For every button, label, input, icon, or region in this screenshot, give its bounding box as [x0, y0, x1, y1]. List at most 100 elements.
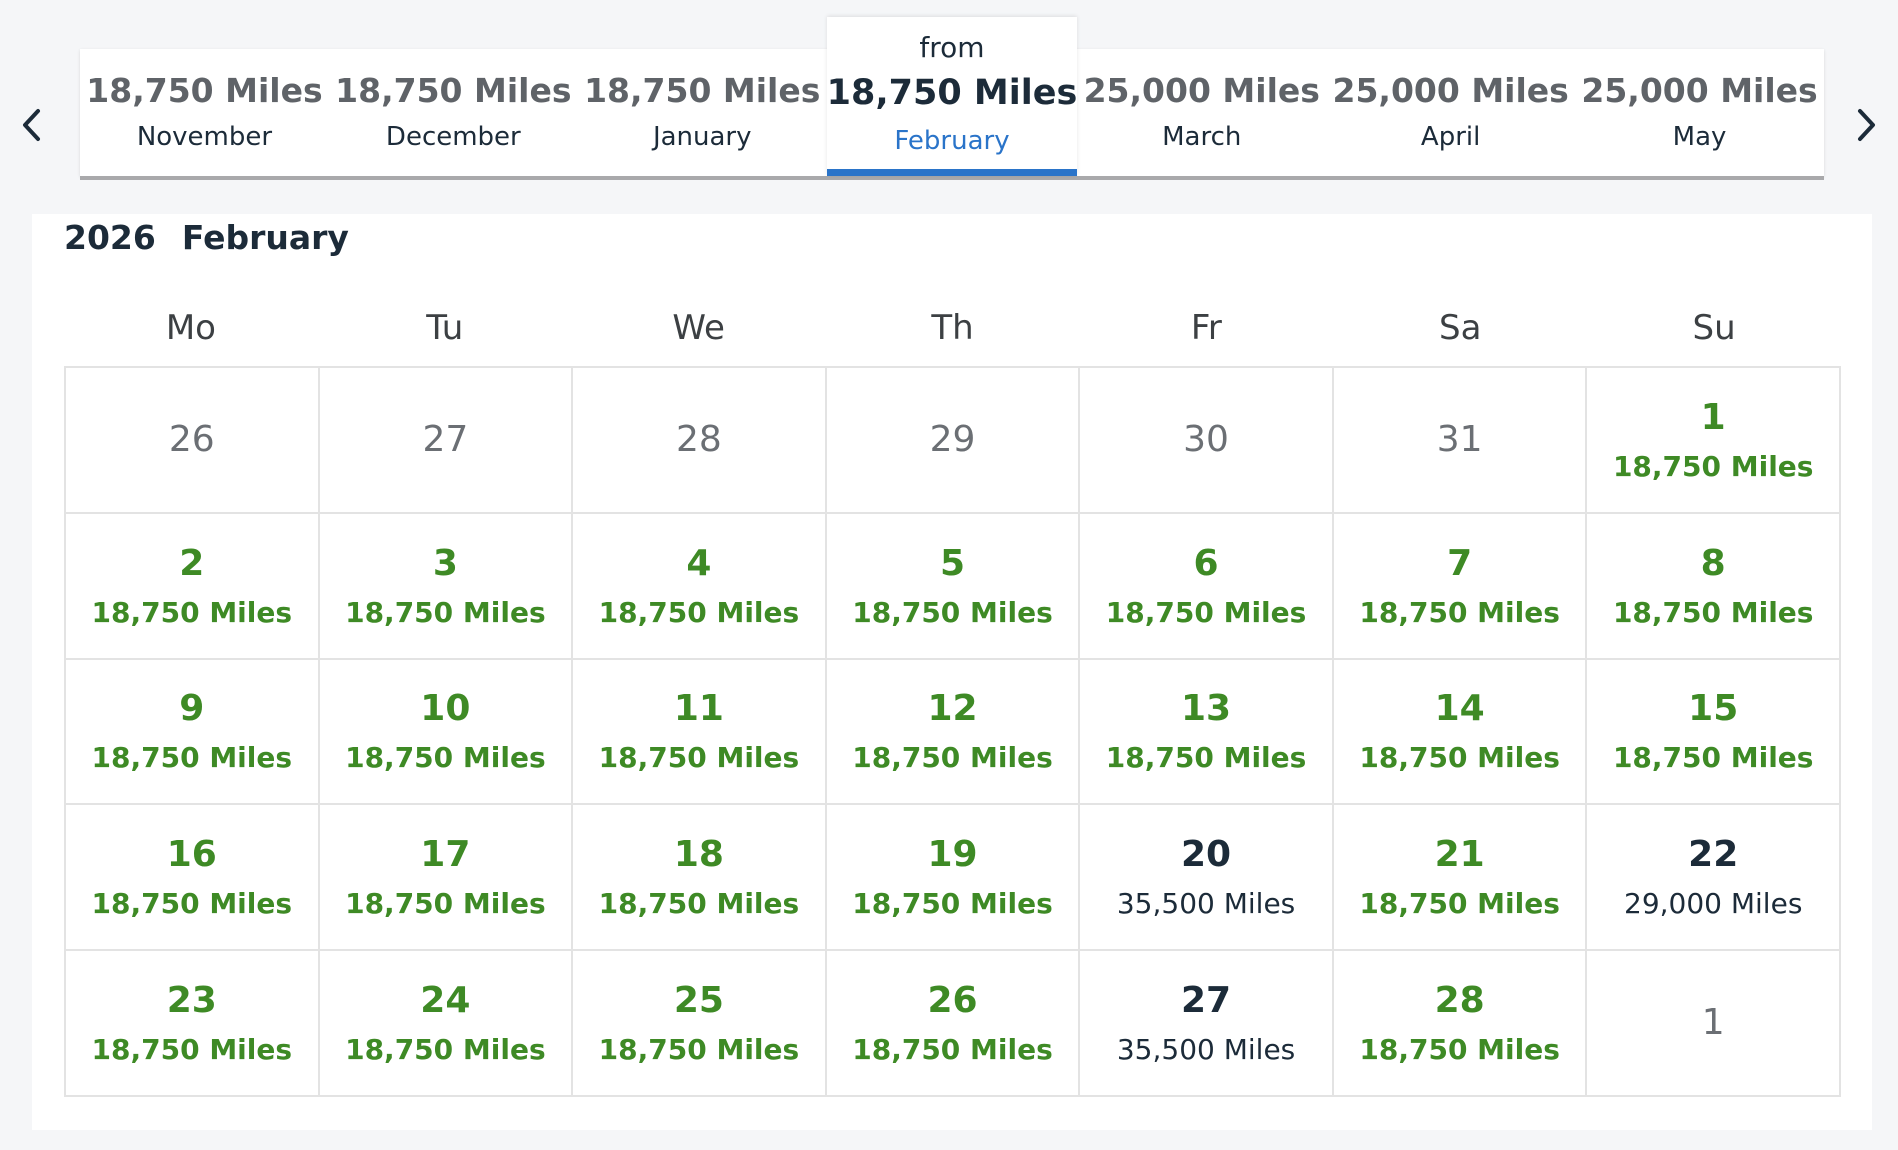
month-name: February — [894, 126, 1010, 156]
weekday-label: Th — [931, 308, 974, 348]
calendar-day[interactable]: 24 18,750 Miles — [319, 951, 574, 1097]
day-number: 31 — [1436, 418, 1483, 460]
calendar-day[interactable]: 25 18,750 Miles — [573, 951, 827, 1097]
calendar-day[interactable]: 5 18,750 Miles — [826, 513, 1081, 660]
month-price: 18,750 Miles — [335, 71, 572, 110]
day-number: 20 — [1181, 834, 1232, 876]
calendar-day[interactable]: 12 18,750 Miles — [826, 659, 1081, 806]
calendar-day[interactable]: 13 18,750 Miles — [1080, 659, 1334, 806]
calendar-day[interactable]: 27 35,500 Miles — [1080, 951, 1334, 1097]
calendar-day[interactable]: 9 18,750 Miles — [66, 659, 320, 806]
next-month-button[interactable] — [1844, 100, 1888, 150]
day-number: 3 — [432, 542, 458, 584]
day-number: 11 — [673, 688, 724, 730]
day-miles-price: 18,750 Miles — [91, 887, 293, 921]
month-tab-march[interactable]: 25,000 Miles March — [1077, 49, 1326, 176]
day-number: 6 — [1193, 542, 1219, 584]
month-tab-february[interactable]: from 18,750 Miles February — [826, 17, 1078, 176]
calendar-day[interactable]: 6 18,750 Miles — [1080, 513, 1334, 660]
day-miles-price: 18,750 Miles — [852, 1033, 1053, 1067]
calendar-day[interactable]: 20 35,500 Miles — [1080, 805, 1334, 952]
calendar-day[interactable]: 22 29,000 Miles — [1587, 805, 1841, 952]
weekday-label: Fr — [1190, 308, 1222, 348]
day-number: 27 — [422, 418, 469, 460]
prev-month-button[interactable] — [10, 100, 54, 150]
day-miles-price: 18,750 Miles — [91, 1033, 293, 1067]
day-number: 16 — [166, 834, 217, 876]
day-miles-price: 18,750 Miles — [1105, 741, 1307, 775]
calendar-day[interactable]: 11 18,750 Miles — [573, 659, 827, 806]
day-miles-price: 18,750 Miles — [1359, 1033, 1560, 1067]
calendar-day[interactable]: 4 18,750 Miles — [573, 513, 827, 660]
day-number: 19 — [927, 834, 978, 876]
day-number: 22 — [1688, 834, 1739, 876]
month-name: March — [1162, 122, 1242, 152]
calendar-day[interactable]: 14 18,750 Miles — [1333, 659, 1588, 806]
day-miles-price: 18,750 Miles — [1612, 741, 1814, 775]
calendar-day[interactable]: 26 18,750 Miles — [826, 951, 1081, 1097]
day-number: 18 — [673, 834, 724, 876]
day-number: 26 — [927, 980, 978, 1022]
month-tab-january[interactable]: 18,750 Miles January — [578, 49, 827, 176]
month-tab-april[interactable]: 25,000 Miles April — [1326, 49, 1575, 176]
day-miles-price: 29,000 Miles — [1624, 887, 1803, 921]
day-miles-price: 18,750 Miles — [345, 1033, 546, 1067]
day-miles-price: 18,750 Miles — [345, 741, 546, 775]
calendar-day[interactable]: 16 18,750 Miles — [66, 805, 320, 952]
calendar-day[interactable]: 17 18,750 Miles — [319, 805, 574, 952]
calendar-day[interactable]: 2 18,750 Miles — [66, 513, 320, 660]
calendar-day[interactable]: 21 18,750 Miles — [1333, 805, 1588, 952]
day-number: 5 — [939, 542, 966, 584]
calendar-day[interactable]: 7 18,750 Miles — [1333, 513, 1588, 660]
calendar-day-outside-month: 1 — [1587, 951, 1841, 1097]
month-name: April — [1420, 122, 1481, 152]
day-number: 14 — [1434, 688, 1485, 730]
month-tab-december[interactable]: 18,750 Miles December — [329, 49, 578, 176]
day-number: 4 — [686, 542, 712, 584]
day-number: 12 — [927, 688, 978, 730]
weekday-label: We — [672, 308, 725, 348]
month-name: January — [652, 122, 752, 152]
weekday-header: Mo Tu We Th Fr Sa Su — [64, 308, 1841, 348]
day-miles-price: 18,750 Miles — [1359, 887, 1560, 921]
calendar-day[interactable]: 3 18,750 Miles — [319, 513, 574, 660]
month-price: 18,750 Miles — [584, 71, 821, 110]
day-miles-price: 18,750 Miles — [1359, 595, 1560, 629]
calendar-day[interactable]: 1 18,750 Miles — [1587, 368, 1841, 514]
month-price: 25,000 Miles — [1332, 71, 1569, 110]
calendar-day[interactable]: 10 18,750 Miles — [319, 659, 574, 806]
month-from-label: from — [919, 31, 985, 64]
calendar-day[interactable]: 8 18,750 Miles — [1587, 513, 1841, 660]
day-number: 30 — [1183, 418, 1229, 460]
chevron-right-icon — [1858, 109, 1875, 141]
day-number: 26 — [168, 418, 215, 460]
month-price: 25,000 Miles — [1083, 71, 1320, 110]
day-miles-price: 18,750 Miles — [852, 741, 1053, 775]
day-number: 21 — [1434, 834, 1485, 876]
day-miles-price: 18,750 Miles — [598, 887, 800, 921]
month-tab-may[interactable]: 25,000 Miles May — [1575, 49, 1824, 176]
calendar-day[interactable]: 23 18,750 Miles — [66, 951, 320, 1097]
calendar-day[interactable]: 28 18,750 Miles — [1333, 951, 1588, 1097]
day-miles-price: 18,750 Miles — [345, 595, 546, 629]
weekday-label: Sa — [1439, 308, 1482, 348]
calendar-grid: 26 27 28 29 30 31 1 18,750 Miles 2 18,750 Miles 3 1… — [64, 366, 1841, 1097]
day-miles-price: 18,750 Miles — [1612, 449, 1814, 483]
calendar-day[interactable]: 18 18,750 Miles — [573, 805, 827, 952]
calendar-panel: 2026 February Mo Tu We Th Fr Sa Su 26 27 2… — [32, 214, 1872, 1130]
month-price: 18,750 Miles — [86, 71, 323, 110]
day-number: 13 — [1181, 688, 1232, 730]
month-tab-november[interactable]: 18,750 Miles November — [80, 49, 329, 176]
day-miles-price: 18,750 Miles — [1612, 595, 1814, 629]
calendar-day[interactable]: 19 18,750 Miles — [826, 805, 1081, 952]
day-number: 1 — [1700, 396, 1726, 438]
day-number: 10 — [420, 688, 471, 730]
month-price: 25,000 Miles — [1581, 71, 1818, 110]
calendar-day-outside-month: 27 — [319, 368, 574, 514]
day-miles-price: 18,750 Miles — [91, 741, 293, 775]
calendar-day[interactable]: 15 18,750 Miles — [1587, 659, 1841, 806]
weekday-label: Mo — [165, 308, 216, 348]
calendar-month: February — [181, 218, 349, 257]
calendar-title: 2026 February — [64, 218, 349, 257]
day-number: 2 — [179, 542, 205, 584]
